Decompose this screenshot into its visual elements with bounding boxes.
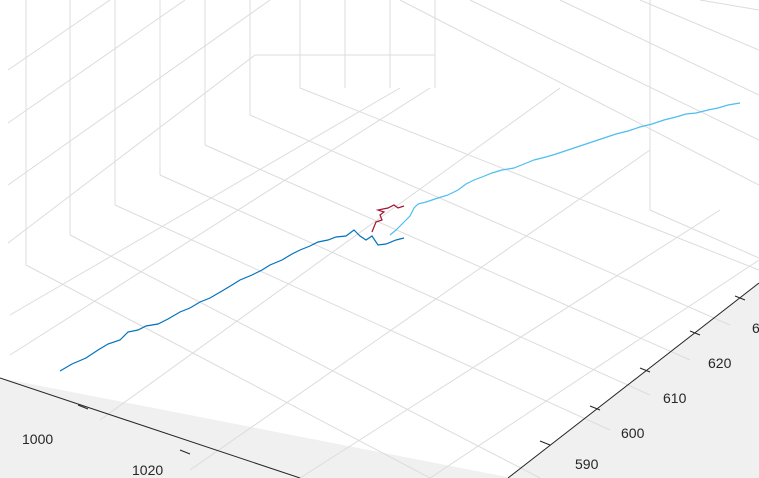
series-line-blue xyxy=(59,229,405,372)
y-tick-label: 590 xyxy=(575,456,599,472)
tick-marks xyxy=(77,295,746,455)
y-tick-label: 620 xyxy=(708,355,732,371)
back-grid-horizontal xyxy=(7,0,435,244)
y-tick-label: 610 xyxy=(663,390,687,406)
y-axis-line xyxy=(507,282,759,478)
y-tick-label: 600 xyxy=(621,425,645,441)
series-line-red xyxy=(371,204,405,233)
floor-grid xyxy=(9,87,759,478)
x-tick-label: 1020 xyxy=(132,462,163,478)
axes-floor xyxy=(0,282,759,478)
series-line-light-blue xyxy=(389,102,741,236)
back-grid-vertical xyxy=(25,0,436,265)
x-axis-line xyxy=(0,377,301,478)
right-wall-grid xyxy=(399,0,759,210)
y-tick-label: 6 xyxy=(752,320,759,336)
x-tick-label: 1000 xyxy=(22,431,53,447)
axis-lines xyxy=(0,282,759,478)
